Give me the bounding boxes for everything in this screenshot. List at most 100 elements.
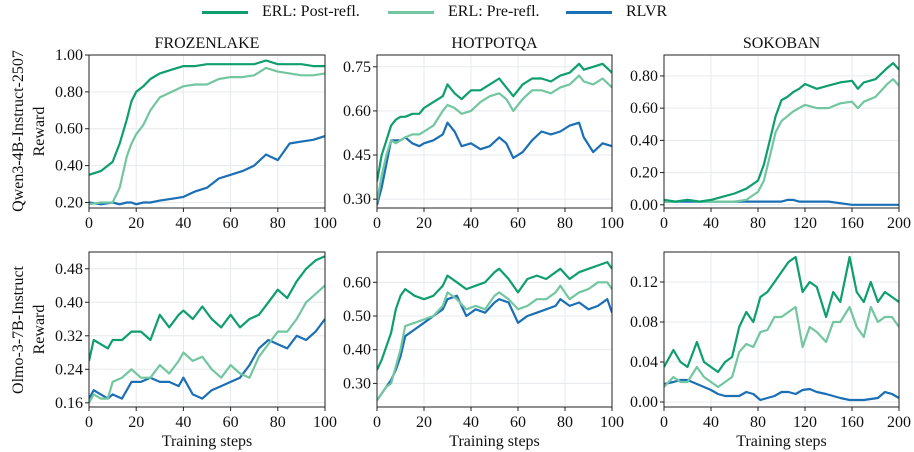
x-tick-label: 0 — [660, 215, 668, 232]
x-axis-label: Training steps — [736, 433, 827, 450]
y-tick-label: 0.40 — [343, 342, 371, 359]
panel-0: 0 20 40 60 80 100 0.20 0.40 0.60 0.80 1.00 FROZENLA… — [31, 35, 337, 232]
x-tick-label: 20 — [128, 414, 144, 431]
x-tick-label: 20 — [416, 215, 432, 232]
legend-label-post-refl: ERL: Post-refl. — [262, 3, 360, 20]
series-erl-pre-refl — [377, 74, 612, 203]
series-erl-post-refl — [89, 59, 325, 176]
x-tick-label: 40 — [463, 414, 479, 431]
x-tick-label: 40 — [703, 215, 719, 232]
x-tick-label: 80 — [557, 215, 573, 232]
y-tick-label: 0.40 — [55, 294, 83, 311]
x-axis-label: Training steps — [162, 433, 253, 450]
y-tick-label: 0.45 — [343, 147, 371, 164]
y-tick-label: 0.00 — [630, 197, 658, 214]
x-tick-label: 80 — [750, 215, 766, 232]
series-erl-pre-refl — [89, 66, 325, 206]
panel-2: 0 40 80 120 160 200 0.00 0.20 0.40 0.60 0.80 SOKOBA… — [630, 35, 911, 232]
series-rlvr — [664, 378, 899, 402]
y-tick-label: 0.32 — [55, 328, 83, 345]
legend-item-post-refl: ERL: Post-refl. — [202, 3, 360, 21]
series-rlvr — [89, 318, 325, 400]
x-tick-label: 20 — [128, 215, 144, 232]
x-tick-label: 40 — [703, 414, 719, 431]
x-tick-label: 40 — [175, 215, 191, 232]
y-tick-label: 0.40 — [630, 132, 658, 149]
x-tick-label: 120 — [793, 215, 817, 232]
y-tick-label: 0.80 — [630, 68, 658, 85]
x-axis-label: Training steps — [449, 433, 540, 450]
x-tick-label: 0 — [373, 215, 381, 232]
panel-1: 0 20 40 60 80 100 0.30 0.45 0.60 0.75 HOTPOTQA — [343, 35, 624, 232]
x-tick-label: 40 — [463, 215, 479, 232]
legend-swatch-post-refl — [202, 10, 248, 14]
series-erl-pre-refl — [664, 305, 899, 389]
legend: ERL: Post-refl. ERL: Pre-refl. RLVR — [0, 0, 914, 26]
y-tick-label: 0.60 — [343, 103, 371, 120]
panel-title: HOTPOTQA — [451, 35, 538, 52]
row-label-0: Qwen3-4B-Instruct-2507 — [10, 50, 27, 212]
x-tick-label: 80 — [270, 414, 286, 431]
plot-frame — [663, 54, 900, 209]
plot-frame — [376, 251, 613, 408]
y-tick-label: 0.60 — [55, 121, 83, 138]
row-label-1: Olmo-3-7B-Instruct — [10, 265, 27, 394]
y-tick-label: 0.30 — [343, 191, 371, 208]
x-tick-label: 0 — [373, 414, 381, 431]
y-tick-label: 0.48 — [55, 261, 83, 278]
y-tick-label: 0.60 — [343, 274, 371, 291]
y-tick-label: 0.16 — [55, 395, 83, 412]
y-tick-label: 0.60 — [630, 100, 658, 117]
plot-frame — [88, 251, 326, 408]
panel-3: 0 20 40 60 80 100 0.16 0.24 0.32 0.40 0.48 Training… — [31, 251, 337, 450]
series-rlvr — [89, 135, 325, 206]
x-tick-label: 100 — [600, 215, 624, 232]
panel-title: FROZENLAKE — [155, 35, 260, 52]
series-rlvr — [377, 294, 612, 401]
x-tick-label: 20 — [416, 414, 432, 431]
x-tick-label: 160 — [840, 414, 864, 431]
series-erl-pre-refl — [377, 281, 612, 401]
y-tick-label: 0.75 — [343, 59, 371, 76]
x-tick-label: 40 — [175, 414, 191, 431]
y-tick-label: 0.12 — [630, 274, 658, 291]
y-tick-label: 0.08 — [630, 314, 658, 331]
y-tick-label: 0.20 — [630, 165, 658, 182]
legend-item-rlvr: RLVR — [566, 3, 667, 21]
y-tick-label: 0.20 — [55, 194, 83, 211]
series-erl-post-refl — [377, 62, 612, 182]
y-tick-label: 0.40 — [55, 158, 83, 175]
y-axis-label: Reward — [31, 305, 48, 355]
y-tick-label: 0.80 — [55, 84, 83, 101]
plot-frame — [88, 54, 326, 209]
legend-label-rlvr: RLVR — [626, 3, 668, 20]
x-tick-label: 0 — [85, 215, 93, 232]
plot-frame — [376, 54, 613, 209]
x-tick-label: 80 — [557, 414, 573, 431]
legend-label-pre-refl: ERL: Pre-refl. — [448, 3, 540, 20]
y-tick-label: 1.00 — [55, 47, 83, 64]
y-tick-label: 0.24 — [55, 361, 83, 378]
y-tick-label: 0.04 — [630, 354, 658, 371]
series-erl-pre-refl — [89, 284, 325, 404]
y-tick-label: 0.00 — [630, 394, 658, 411]
series-erl-post-refl — [664, 255, 899, 374]
x-tick-label: 160 — [840, 215, 864, 232]
panel-4: 0 20 40 60 80 100 0.30 0.40 0.50 0.60 Training ste… — [343, 251, 624, 450]
x-tick-label: 100 — [313, 414, 337, 431]
legend-item-pre-refl: ERL: Pre-refl. — [388, 3, 540, 21]
y-tick-label: 0.50 — [343, 308, 371, 325]
series-erl-pre-refl — [664, 78, 899, 203]
x-tick-label: 0 — [85, 414, 93, 431]
plot-frame — [663, 251, 900, 408]
panel-title: SOKOBAN — [743, 35, 821, 52]
x-tick-label: 200 — [887, 215, 911, 232]
x-tick-label: 60 — [510, 215, 526, 232]
x-tick-label: 120 — [793, 414, 817, 431]
x-tick-label: 0 — [660, 414, 668, 431]
x-tick-label: 60 — [510, 414, 526, 431]
x-tick-label: 60 — [223, 215, 239, 232]
legend-swatch-rlvr — [566, 10, 612, 14]
x-tick-label: 100 — [600, 414, 624, 431]
